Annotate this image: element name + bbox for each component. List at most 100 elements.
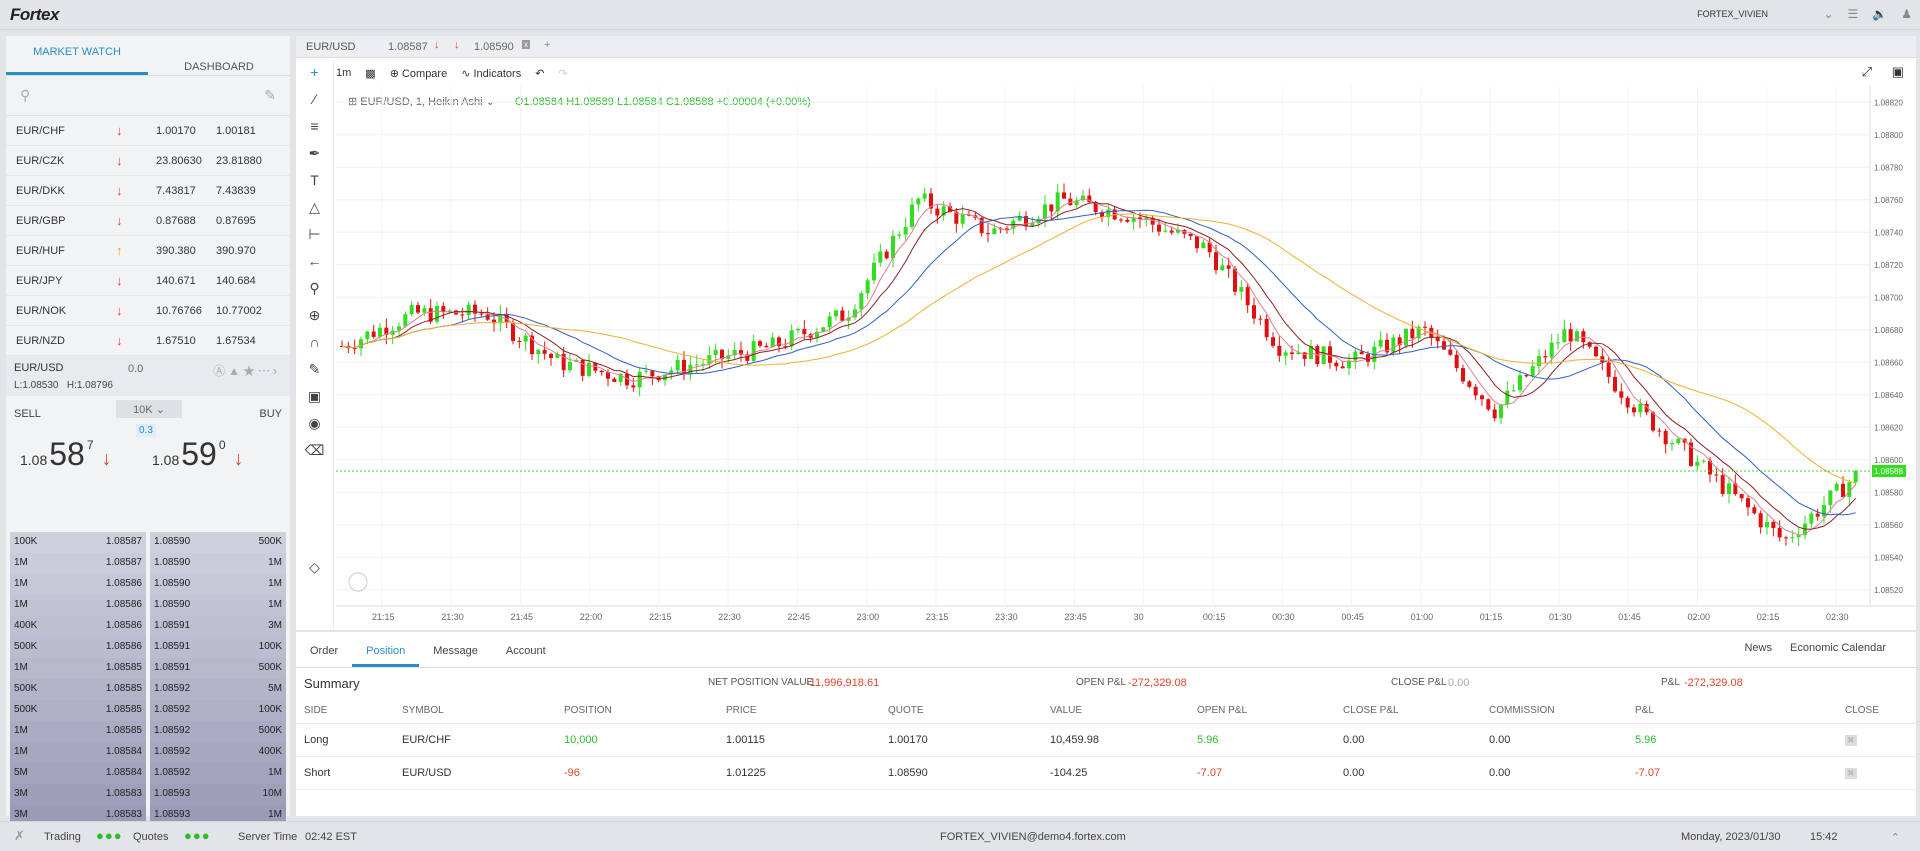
text-icon[interactable]: T: [310, 172, 319, 188]
tab-message[interactable]: Message: [433, 645, 478, 657]
close-position-icon[interactable]: ✖: [1845, 734, 1857, 746]
news-link[interactable]: News: [1744, 642, 1772, 654]
trendline-icon[interactable]: ∕: [313, 91, 316, 107]
sell-level[interactable]: 400K 1.08586: [10, 616, 146, 637]
layout-icon[interactable]: ☰: [1847, 7, 1859, 21]
sound-icon[interactable]: 🔉: [1872, 7, 1888, 21]
chevron-down-icon[interactable]: ⌄: [1823, 7, 1834, 21]
column-header[interactable]: POSITION: [564, 705, 612, 716]
tab-dashboard[interactable]: DASHBOARD: [184, 61, 254, 73]
table-row[interactable]: Short EUR/USD -96 1.01225 1.08590 -104.25 -7.0…: [296, 757, 1916, 790]
tab-market-watch[interactable]: MARKET WATCH: [6, 36, 148, 75]
crosshair-icon[interactable]: +: [310, 64, 319, 80]
buy-level[interactable]: 1.08592 400K: [150, 742, 286, 763]
column-header[interactable]: COMMISSION: [1489, 705, 1555, 716]
buy-level[interactable]: 1.08590 1M: [150, 595, 286, 616]
column-header[interactable]: OPEN P&L: [1197, 705, 1248, 716]
indicators-button[interactable]: ∿ Indicators: [461, 67, 522, 80]
buy-level[interactable]: 1.08593 10M: [150, 784, 286, 805]
lock-draw-icon[interactable]: ✎: [308, 361, 321, 377]
column-header[interactable]: QUOTE: [888, 705, 924, 716]
buy-level[interactable]: 1.08592 1M: [150, 763, 286, 784]
market-row[interactable]: EUR/HUF ↑ 390.380 390.970: [6, 236, 290, 266]
redo-icon[interactable]: ↷: [558, 67, 568, 80]
measure-icon[interactable]: ⊢: [308, 226, 321, 242]
row-action-icons[interactable]: Ⓐ▲★⋯›: [213, 364, 280, 378]
sell-level[interactable]: 1M 1.08585: [10, 721, 146, 742]
candle-type-icon[interactable]: ▩: [365, 67, 376, 80]
interval-button[interactable]: 1m: [336, 67, 352, 79]
buy-level[interactable]: 1.08591 100K: [150, 637, 286, 658]
undo-icon[interactable]: ↶: [535, 67, 545, 80]
buy-level[interactable]: 1.08590 1M: [150, 574, 286, 595]
buy-level[interactable]: 1.08591 3M: [150, 616, 286, 637]
close-icon[interactable]: x: [522, 40, 530, 49]
magnet-icon[interactable]: ∩: [309, 334, 320, 350]
user-icon[interactable]: ♟: [1901, 7, 1912, 21]
buy-level[interactable]: 1.08592 500K: [150, 721, 286, 742]
zoom-icon[interactable]: ⊕: [308, 307, 321, 323]
compare-button[interactable]: ⊕ Compare: [389, 67, 448, 80]
tab-position[interactable]: Position: [352, 645, 420, 667]
trash-icon[interactable]: ⌫: [304, 442, 325, 458]
eye-icon[interactable]: ◉: [308, 415, 321, 431]
sell-price-button[interactable]: 1.08 58 7 ↓: [20, 436, 112, 472]
tab-account[interactable]: Account: [505, 645, 546, 657]
back-icon[interactable]: ←: [307, 253, 322, 269]
close-position-icon[interactable]: ✖: [1845, 767, 1857, 779]
column-header[interactable]: PRICE: [726, 705, 757, 716]
search-icon[interactable]: ⚲: [20, 87, 31, 103]
column-header[interactable]: SIDE: [304, 705, 328, 716]
column-header[interactable]: CLOSE P&L: [1343, 705, 1399, 716]
sell-level[interactable]: 500K 1.08585: [10, 679, 146, 700]
sell-level[interactable]: 1M 1.08586: [10, 574, 146, 595]
tab-order[interactable]: Order: [310, 645, 339, 657]
brush-icon[interactable]: ✒: [308, 145, 321, 161]
camera-icon[interactable]: ▣: [1891, 64, 1904, 79]
add-tab-icon[interactable]: +: [544, 39, 551, 51]
buy-price-button[interactable]: 1.08 59 0 ↓: [152, 436, 244, 472]
market-row[interactable]: EUR/NZD ↓ 1.67510 1.67534: [6, 326, 290, 356]
sell-level[interactable]: 1M 1.08585: [10, 658, 146, 679]
column-header[interactable]: CLOSE: [1845, 705, 1879, 716]
disconnect-icon[interactable]: ✗: [14, 828, 25, 843]
fullscreen-icon[interactable]: ⤢: [1861, 64, 1872, 79]
lock-icon[interactable]: ▣: [307, 388, 322, 404]
selected-symbol-row[interactable]: EUR/USD 0.0 L:1.08530 H:1.08796 Ⓐ▲★⋯›: [6, 356, 290, 396]
chart-tab[interactable]: EUR/USD 1.08587 ↓ ↓ 1.08590 x +: [296, 36, 1916, 58]
table-row[interactable]: Long EUR/CHF 10,000 1.00115 1.00170 10,459.98…: [296, 724, 1916, 757]
sell-level[interactable]: 100K 1.08587: [10, 532, 146, 553]
market-row[interactable]: EUR/CZK ↓ 23.80630 23.81880: [6, 146, 290, 176]
column-header[interactable]: SYMBOL: [402, 705, 444, 716]
layers-icon[interactable]: ◇: [309, 559, 320, 575]
market-row[interactable]: EUR/NOK ↓ 10.76766 10.77002: [6, 296, 290, 326]
sell-level[interactable]: 1M 1.08587: [10, 553, 146, 574]
amount-select[interactable]: 10K ⌄: [116, 400, 182, 418]
sell-level[interactable]: 5M 1.08584: [10, 763, 146, 784]
buy-level[interactable]: 1.08592 100K: [150, 700, 286, 721]
buy-level[interactable]: 1.08591 500K: [150, 658, 286, 679]
edit-icon[interactable]: ✎: [264, 87, 276, 103]
column-header[interactable]: P&L: [1635, 705, 1654, 716]
fib-icon[interactable]: ≡: [310, 118, 319, 134]
sell-level[interactable]: 500K 1.08586: [10, 637, 146, 658]
calendar-link[interactable]: Economic Calendar: [1790, 642, 1886, 654]
buy-level[interactable]: 1.08590 500K: [150, 532, 286, 553]
sell-level[interactable]: 1M 1.08586: [10, 595, 146, 616]
buy-level[interactable]: 1.08592 5M: [150, 679, 286, 700]
market-row[interactable]: EUR/DKK ↓ 7.43817 7.43839: [6, 176, 290, 206]
sell-level[interactable]: 3M 1.08583: [10, 805, 146, 826]
sell-level[interactable]: 1M 1.08584: [10, 742, 146, 763]
sell-level[interactable]: 500K 1.08585: [10, 700, 146, 721]
column-header[interactable]: VALUE: [1050, 705, 1083, 716]
market-row[interactable]: EUR/CHF ↓ 1.00170 1.00181: [6, 116, 290, 146]
market-row[interactable]: EUR/GBP ↓ 0.87688 0.87695: [6, 206, 290, 236]
username[interactable]: FORTEX_VIVIEN: [1697, 9, 1768, 19]
pattern-icon[interactable]: △: [309, 199, 320, 215]
price-chart[interactable]: 1.08820 1.08800 1.08780 1.08760 1.08740 1.087…: [296, 36, 1916, 630]
ruler-icon[interactable]: ⚲: [309, 280, 320, 296]
market-row[interactable]: EUR/JPY ↓ 140.671 140.684: [6, 266, 290, 296]
buy-level[interactable]: 1.08590 1M: [150, 553, 286, 574]
buy-level[interactable]: 1.08593 1M: [150, 805, 286, 826]
sell-level[interactable]: 3M 1.08583: [10, 784, 146, 805]
